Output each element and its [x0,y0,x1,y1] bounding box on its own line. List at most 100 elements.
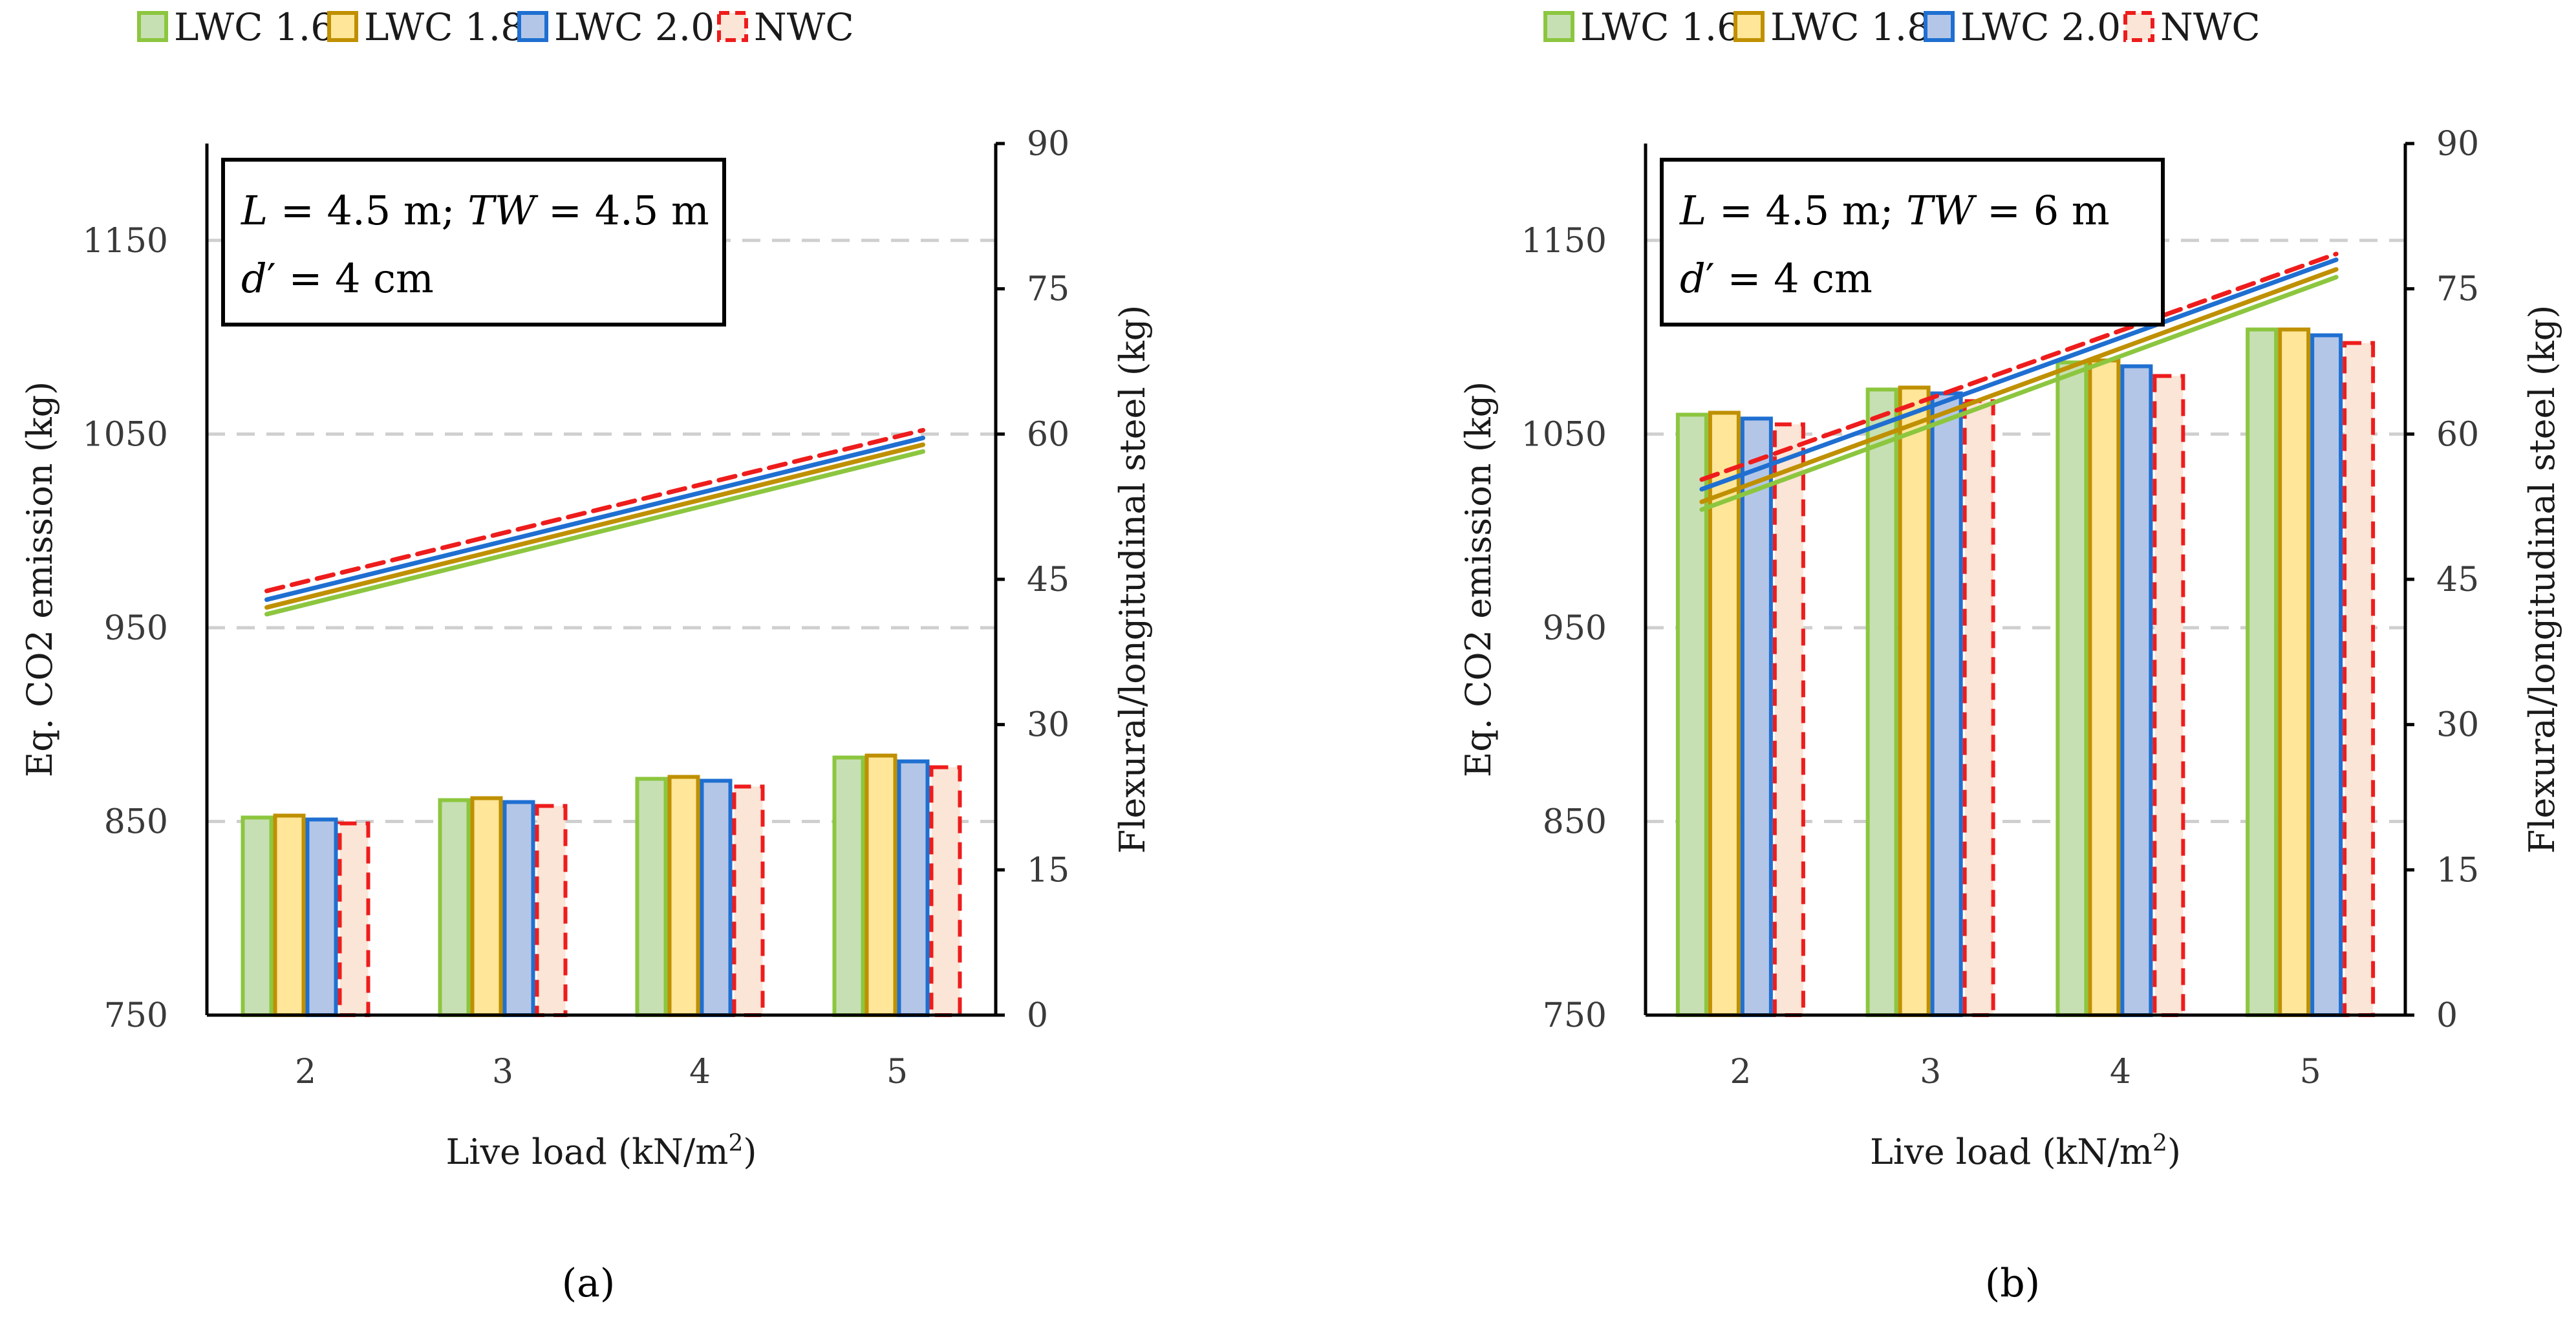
x-tick-label: 5 [2300,1053,2321,1091]
annotation-line-2: d′ = 4 cm [1680,255,1873,302]
bar-lwc-1-6-5 [832,755,865,1017]
bar-lwc-1-8-4 [2088,358,2121,1017]
legend-swatch-nwc [2123,11,2154,42]
line-lwc-1-8 [264,442,925,610]
bar-lwc-1-6-4 [2055,360,2088,1017]
y2-tick-label: 45 [2436,561,2479,599]
y-tick-label: 1150 [1521,222,1607,261]
y2-axis-title: Flexural/longitudinal steel (kg) [1112,305,1153,854]
x-tick-label: 4 [689,1053,711,1091]
line-lwc-2-0 [1699,257,2339,492]
bar-nwc-5 [2343,341,2376,1017]
legend-swatch-lwc-1-8 [327,11,358,42]
y-tick-label: 750 [1543,996,1607,1035]
y2-axis-title: Flexural/longitudinal steel (kg) [2522,305,2562,854]
legend-label: NWC [754,5,854,49]
legend-label: LWC 1.6 [1580,5,1741,49]
annotation-symbol-TW: TW [1906,187,1977,234]
bar-lwc-2-0-5 [897,759,930,1018]
line-lwc-1-8 [1699,267,2339,504]
annotation-symbol-d: d [241,255,267,302]
x-axis-title-superscript: 2 [2152,1130,2167,1157]
y-tick-label: 1050 [1521,415,1607,454]
x-axis-title-text: Live load (kN/m [1870,1131,2152,1172]
y2-tick-label: 0 [1027,996,1048,1035]
legend-label: LWC 2.0 [554,5,714,49]
y-tick-label: 850 [1543,802,1607,841]
annotation-symbol-TW: TW [467,187,538,234]
y2-tick-label: 30 [2436,706,2479,745]
legend-swatch-lwc-2-0 [517,11,548,42]
legend-label: LWC 1.8 [364,5,524,49]
annotation-text: = 6 m [1974,187,2109,234]
bar-lwc-1-8-3 [470,796,503,1018]
y-tick-label: 850 [104,802,168,841]
bar-lwc-2-0-4 [700,778,733,1017]
x-axis-title-close: ) [743,1131,757,1172]
y2-tick-label: 75 [2436,270,2479,309]
line-lwc-1-6 [264,449,925,617]
y2-tick-label: 45 [1027,561,1069,599]
bar-lwc-1-8-5 [864,753,897,1018]
legend-label: LWC 1.6 [174,5,334,49]
x-tick-label: 5 [886,1053,908,1091]
annotation-symbol-L: L [1679,187,1706,234]
y2-tick-label: 60 [2436,415,2479,454]
x-tick-label: 2 [295,1053,316,1091]
legend-swatch-lwc-1-8 [1733,11,1765,42]
bar-lwc-1-6-4 [635,777,668,1017]
line-nwc [264,427,925,594]
y-tick-label: 950 [1543,609,1607,648]
annotation-text: = 4.5 m; [1706,187,1906,234]
legend-label: LWC 1.8 [1770,5,1931,49]
y2-tick-label: 90 [1027,125,1069,164]
legend-label: LWC 2.0 [1960,5,2121,49]
bar-lwc-2-0-4 [2120,364,2153,1017]
legend-swatch-lwc-1-6 [1543,11,1574,42]
bar-lwc-1-6-3 [438,798,471,1017]
line-nwc [1699,252,2339,482]
line-lwc-2-0 [264,435,925,602]
annotation-symbol-d: d [1680,255,1706,302]
bar-lwc-2-0-2 [1740,416,1773,1017]
y-tick-label: 1050 [83,415,168,454]
legend-swatch-nwc [717,11,748,42]
bar-lwc-1-6-3 [1865,387,1898,1017]
bar-lwc-1-6-2 [241,815,274,1018]
x-tick-label: 3 [492,1053,513,1091]
panel-label: (b) [1985,1261,2040,1306]
y2-tick-label: 15 [1027,851,1069,890]
annotation-symbol-L: L [241,187,268,234]
bar-lwc-2-0-5 [2310,333,2343,1017]
x-axis-title: Live load (kN/m2) [446,1130,757,1173]
bar-nwc-3 [535,804,568,1017]
y-tick-label: 1150 [83,222,168,261]
bar-nwc-2 [1772,422,1805,1017]
x-tick-label: 4 [2110,1053,2131,1091]
annotation-text: = 4.5 m [535,187,709,234]
bar-lwc-1-8-2 [1708,411,1741,1017]
bar-nwc-5 [929,765,962,1017]
bar-lwc-1-8-5 [2278,327,2311,1017]
y2-tick-label: 0 [2436,996,2458,1035]
line-lwc-1-6 [1699,275,2339,512]
bar-lwc-1-8-4 [667,775,700,1017]
y-axis-title: Eq. CO2 emission (kg) [19,381,60,777]
y-tick-label: 950 [104,609,168,648]
bar-lwc-1-6-5 [2246,327,2279,1017]
legend-swatch-lwc-2-0 [1924,11,1955,42]
bar-nwc-4 [2152,374,2185,1017]
annotation-text: ′ = 4 cm [267,255,434,302]
y-tick-label: 750 [104,996,168,1035]
annotation-line-1: L = 4.5 m; TW = 4.5 m [241,187,709,234]
bar-lwc-2-0-3 [1930,391,1963,1017]
y2-tick-label: 15 [2436,851,2479,890]
bar-lwc-1-8-3 [1898,385,1931,1017]
annotation-box [221,158,726,327]
x-axis-title: Live load (kN/m2) [1870,1130,2181,1173]
bar-lwc-1-8-2 [273,813,306,1017]
y2-tick-label: 90 [2436,125,2479,164]
y-axis-title: Eq. CO2 emission (kg) [1458,381,1499,777]
